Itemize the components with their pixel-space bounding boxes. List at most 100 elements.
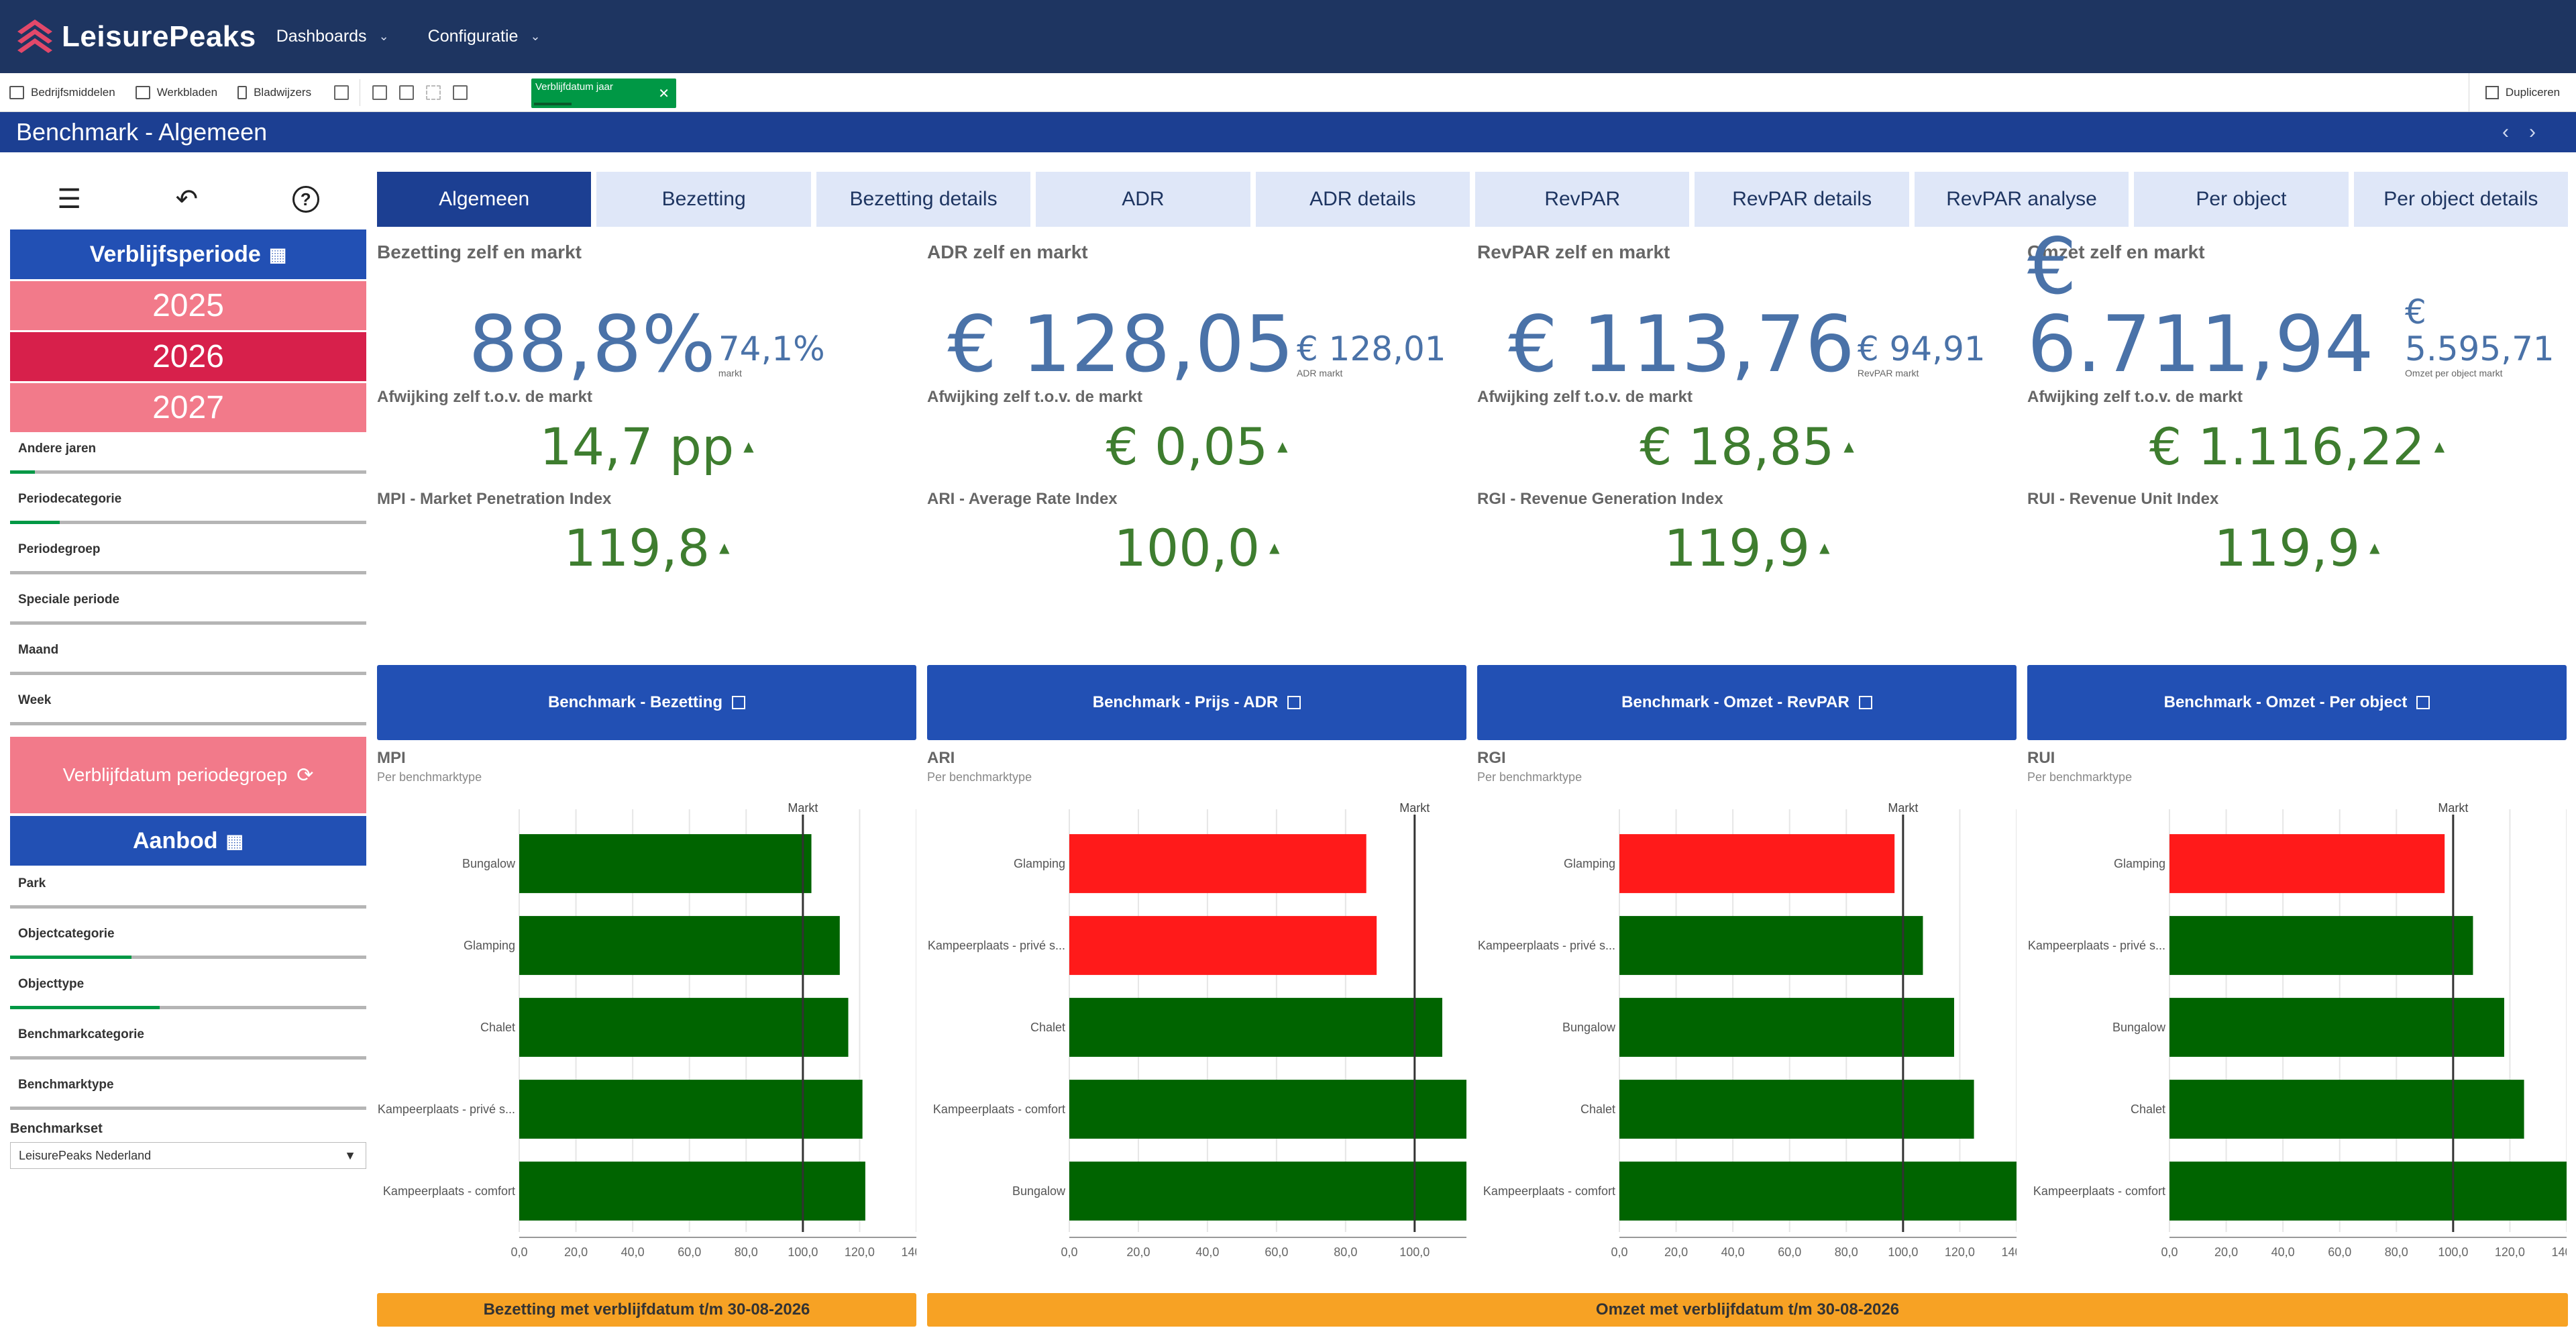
deviation-title: Afwijking zelf t.o.v. de markt: [2027, 388, 2243, 406]
bar[interactable]: [519, 998, 849, 1057]
tab-bezetting-details[interactable]: Bezetting details: [816, 172, 1031, 227]
selection-chip[interactable]: Verblijfdatum jaar ✕: [531, 79, 676, 108]
x-tick-label: 60,0: [2328, 1245, 2351, 1259]
benchmark-link-button[interactable]: Benchmark - Prijs - ADR: [927, 665, 1466, 740]
deviation-title: Afwijking zelf t.o.v. de markt: [1477, 388, 1693, 406]
leisurepeaks-logo-icon: [17, 19, 52, 53]
filter-week[interactable]: Week: [10, 686, 366, 725]
bar[interactable]: [519, 1080, 863, 1139]
nav-menu-dashboards[interactable]: Dashboards ⌄: [276, 27, 389, 46]
grid-icon[interactable]: [334, 85, 350, 100]
selection-forward-icon[interactable]: [426, 85, 441, 100]
undo-icon[interactable]: ↶: [175, 185, 199, 214]
deviation-value: € 1.116,22: [2149, 416, 2425, 476]
bar[interactable]: [1619, 916, 1923, 975]
bar[interactable]: [1069, 916, 1377, 975]
tab-revpar[interactable]: RevPAR: [1475, 172, 1690, 227]
year-label: 2026: [152, 339, 224, 374]
help-icon[interactable]: ?: [292, 186, 319, 213]
aanbod-button[interactable]: Aanbod ▦: [10, 816, 366, 866]
bar[interactable]: [519, 1162, 865, 1221]
bar[interactable]: [2169, 1080, 2524, 1139]
year-2027[interactable]: 2027: [10, 383, 366, 432]
app-logo[interactable]: LeisurePeaks: [15, 17, 256, 57]
bar[interactable]: [1619, 998, 1954, 1057]
top-navbar: LeisurePeaks Dashboards ⌄ Configuratie ⌄: [0, 0, 2576, 73]
bookmarks-button[interactable]: Bladwijzers: [237, 85, 312, 99]
tab-adr[interactable]: ADR: [1036, 172, 1250, 227]
year-2025[interactable]: 2025: [10, 281, 366, 330]
benchmarkset-select[interactable]: LeisurePeaks Nederland ▼: [10, 1142, 366, 1169]
filter-panel: ☰ ↶ ? Verblijfsperiode ▦ 2025 2026 2027 …: [10, 169, 366, 1169]
tab-bar: Algemeen Bezetting Bezetting details ADR ADR…: [377, 172, 2569, 227]
tab-adr-details[interactable]: ADR details: [1255, 172, 1470, 227]
tab-revpar-details[interactable]: RevPAR details: [1695, 172, 1909, 227]
bar[interactable]: [1619, 1080, 1974, 1139]
benchmark-link-button[interactable]: Benchmark - Omzet - Per object: [2027, 665, 2567, 740]
duplicate-button[interactable]: Dupliceren: [2469, 73, 2576, 112]
bar[interactable]: [1069, 834, 1366, 893]
bar[interactable]: [1619, 834, 1895, 893]
menu-icon[interactable]: ☰: [57, 185, 82, 214]
filter-benchmarktype[interactable]: Benchmarktype: [10, 1071, 366, 1110]
x-tick-label: 120,0: [1945, 1245, 1975, 1259]
bar[interactable]: [2169, 834, 2445, 893]
filter-objectcategorie[interactable]: Objectcategorie: [10, 920, 366, 959]
filter-periodecategorie[interactable]: Periodecategorie: [10, 485, 366, 524]
clear-selections-icon[interactable]: [453, 85, 468, 100]
bar[interactable]: [1069, 998, 1442, 1057]
bar[interactable]: [2169, 916, 2473, 975]
bar[interactable]: [519, 916, 840, 975]
category-label: Kampeerplaats - privé s...: [2028, 939, 2165, 952]
filter-andere-jaren[interactable]: Andere jaren: [10, 435, 366, 474]
assets-button[interactable]: Bedrijfsmiddelen: [9, 85, 115, 99]
kpi-market-block: € 128,01 ADR markt: [1297, 331, 1446, 379]
deviation-title: Afwijking zelf t.o.v. de markt: [377, 388, 592, 406]
arrow-up-icon: ▲: [1277, 438, 1288, 454]
sheet-nav-arrows[interactable]: ‹›: [2502, 121, 2556, 143]
filter-benchmarkcategorie[interactable]: Benchmarkcategorie: [10, 1021, 366, 1060]
bar[interactable]: [519, 834, 812, 893]
index-title: RUI - Revenue Unit Index: [2027, 490, 2219, 508]
selection-back-icon[interactable]: [399, 85, 415, 100]
kpi-column: ADR zelf en markt € 128,05 € 128,01 ADR …: [927, 242, 1466, 586]
bar[interactable]: [2169, 1162, 2567, 1221]
toolbar-label: Bladwijzers: [254, 85, 312, 99]
footer-label: Bezetting met verblijfdatum t/m 30-08-20…: [483, 1300, 810, 1319]
selection-search-icon[interactable]: [372, 85, 388, 100]
category-label: Glamping: [1564, 857, 1615, 870]
filter-maand[interactable]: Maand: [10, 636, 366, 675]
filter-periodegroep[interactable]: Periodegroep: [10, 535, 366, 574]
bar[interactable]: [1069, 1162, 1466, 1221]
sheets-icon: [135, 85, 150, 99]
tab-bezetting[interactable]: Bezetting: [596, 172, 811, 227]
year-2026[interactable]: 2026: [10, 332, 366, 381]
filter-label: Park: [18, 876, 46, 890]
verblijfdatum-periodegroep-button[interactable]: Verblijfdatum periodegroep ⟳: [10, 737, 366, 813]
kpi-title: Omzet zelf en markt: [2027, 242, 2205, 262]
verblijfsperiode-button[interactable]: Verblijfsperiode ▦: [10, 229, 366, 279]
filter-park[interactable]: Park: [10, 870, 366, 909]
tab-algemeen[interactable]: Algemeen: [377, 172, 592, 227]
filter-label: Week: [18, 693, 52, 707]
x-tick-label: 80,0: [1835, 1245, 1858, 1259]
arrow-up-icon: ▲: [719, 540, 730, 556]
kpi-value-block: € 6.711,94 € 5.595,71 Omzet per object m…: [2027, 228, 2567, 384]
deviation-value: € 18,85: [1640, 416, 1835, 476]
tab-per-object-details[interactable]: Per object details: [2353, 172, 2569, 227]
link-label: Benchmark - Omzet - RevPAR: [1621, 693, 1849, 711]
nav-menu-configuratie[interactable]: Configuratie ⌄: [428, 27, 541, 46]
kpi-title: RevPAR zelf en markt: [1477, 242, 1670, 262]
benchmark-link-button[interactable]: Benchmark - Bezetting: [377, 665, 916, 740]
chart-title: RUI: [2027, 749, 2055, 767]
close-icon[interactable]: ✕: [658, 87, 669, 101]
tab-per-object[interactable]: Per object: [2134, 172, 2349, 227]
filter-speciale-periode[interactable]: Speciale periode: [10, 586, 366, 625]
tab-revpar-analyse[interactable]: RevPAR analyse: [1914, 172, 2129, 227]
sheets-button[interactable]: Werkbladen: [135, 85, 217, 99]
bar[interactable]: [1619, 1162, 2017, 1221]
benchmark-link-button[interactable]: Benchmark - Omzet - RevPAR: [1477, 665, 2017, 740]
filter-objecttype[interactable]: Objecttype: [10, 970, 366, 1009]
bar[interactable]: [2169, 998, 2504, 1057]
bar[interactable]: [1069, 1080, 1466, 1139]
